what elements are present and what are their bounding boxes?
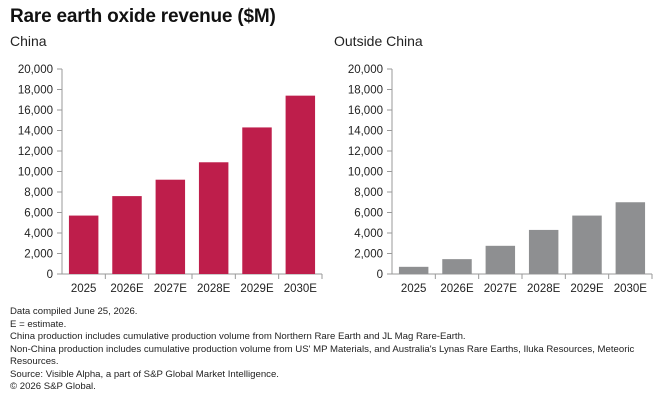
y-tick-label: 0 bbox=[47, 269, 53, 281]
note-date: Data compiled June 25, 2026. bbox=[10, 306, 138, 317]
footnotes: Data compiled June 25, 2026. E = estimat… bbox=[10, 306, 655, 394]
y-tick-label: 6,000 bbox=[354, 208, 383, 220]
y-tick-label: 4,000 bbox=[354, 228, 383, 240]
bar-2025 bbox=[398, 266, 429, 274]
y-tick-label: 18,000 bbox=[18, 85, 53, 97]
note-copyright: © 2026 S&P Global. bbox=[10, 381, 96, 392]
bar-2026e bbox=[442, 259, 472, 274]
bar-2027e bbox=[155, 179, 186, 274]
bar-2025 bbox=[68, 215, 99, 274]
y-tick-label: 6,000 bbox=[24, 208, 53, 220]
chart-title: Rare earth oxide revenue ($M) bbox=[10, 6, 276, 27]
y-tick-label: 4,000 bbox=[24, 228, 53, 240]
y-tick-label: 20,000 bbox=[18, 64, 53, 76]
x-tick-label: 2025 bbox=[71, 283, 97, 295]
note-source: Source: Visible Alpha, a part of S&P Glo… bbox=[10, 368, 279, 380]
x-tick-label: 2030E bbox=[614, 283, 648, 295]
y-tick-label: 2,000 bbox=[24, 249, 53, 261]
x-tick-label: 2029E bbox=[570, 283, 604, 295]
bar-2026e bbox=[112, 196, 142, 274]
y-tick-label: 2,000 bbox=[354, 249, 383, 261]
y-tick-label: 14,000 bbox=[348, 126, 383, 138]
x-tick-label: 2028E bbox=[197, 283, 231, 295]
y-tick-label: 14,000 bbox=[18, 126, 53, 138]
outside-china-bar-chart: 0 2,000 4,000 6,000 8,000 10,000 12,000 14,000 1… bbox=[348, 64, 653, 295]
bar-2027e bbox=[485, 245, 516, 274]
x-tick-label: 2025 bbox=[401, 283, 427, 295]
bar-2028e bbox=[198, 162, 229, 274]
bar-2030e bbox=[615, 202, 646, 274]
x-tick-label: 2027E bbox=[484, 283, 518, 295]
x-tick-label: 2027E bbox=[154, 283, 188, 295]
y-tick-label: 12,000 bbox=[348, 146, 383, 158]
china-bar-chart: 0 2,000 4,000 6,000 8,000 10,000 12,000 14,000 1… bbox=[18, 64, 323, 295]
bar-2028e bbox=[528, 229, 559, 274]
x-tick-label: 2029E bbox=[240, 283, 274, 295]
x-tick-label: 2026E bbox=[440, 283, 474, 295]
y-tick-label: 8,000 bbox=[354, 187, 383, 199]
note-estimate: E = estimate. bbox=[10, 318, 67, 330]
x-tick-label: 2030E bbox=[284, 283, 318, 295]
bar-2029e bbox=[242, 127, 272, 274]
bar-2029e bbox=[572, 215, 602, 274]
y-tick-label: 18,000 bbox=[348, 85, 383, 97]
y-tick-label: 8,000 bbox=[24, 187, 53, 199]
note-non-china: Non-China production includes cumulative… bbox=[10, 343, 635, 368]
x-tick-label: 2028E bbox=[527, 283, 561, 295]
y-tick-label: 10,000 bbox=[348, 167, 383, 179]
y-tick-label: 10,000 bbox=[18, 167, 53, 179]
y-tick-label: 16,000 bbox=[348, 105, 383, 117]
panel-title-outside-china: Outside China bbox=[334, 33, 423, 49]
panel-title-china: China bbox=[10, 33, 47, 49]
bar-2030e bbox=[285, 95, 316, 275]
y-tick-label: 16,000 bbox=[18, 105, 53, 117]
note-china: China production includes cumulative pro… bbox=[10, 331, 466, 342]
y-tick-label: 0 bbox=[377, 269, 383, 281]
y-tick-label: 20,000 bbox=[348, 64, 383, 76]
y-tick-label: 12,000 bbox=[18, 146, 53, 158]
x-tick-label: 2026E bbox=[110, 283, 144, 295]
